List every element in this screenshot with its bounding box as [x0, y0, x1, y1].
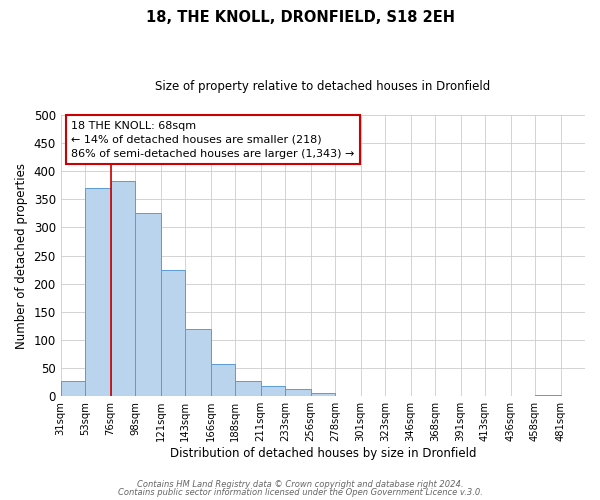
- Bar: [161, 270, 185, 396]
- Y-axis label: Number of detached properties: Number of detached properties: [15, 162, 28, 348]
- Bar: [211, 364, 235, 396]
- Title: Size of property relative to detached houses in Dronfield: Size of property relative to detached ho…: [155, 80, 490, 93]
- Bar: [85, 188, 110, 396]
- Bar: [311, 394, 335, 396]
- Bar: [235, 381, 260, 396]
- Bar: [135, 214, 161, 396]
- Text: 18, THE KNOLL, DRONFIELD, S18 2EH: 18, THE KNOLL, DRONFIELD, S18 2EH: [146, 10, 455, 25]
- X-axis label: Distribution of detached houses by size in Dronfield: Distribution of detached houses by size …: [170, 447, 476, 460]
- Bar: [535, 394, 560, 396]
- Text: 18 THE KNOLL: 68sqm
← 14% of detached houses are smaller (218)
86% of semi-detac: 18 THE KNOLL: 68sqm ← 14% of detached ho…: [71, 120, 355, 158]
- Bar: [110, 181, 135, 396]
- Text: Contains HM Land Registry data © Crown copyright and database right 2024.: Contains HM Land Registry data © Crown c…: [137, 480, 463, 489]
- Text: Contains public sector information licensed under the Open Government Licence v.: Contains public sector information licen…: [118, 488, 482, 497]
- Bar: [61, 381, 85, 396]
- Bar: [285, 389, 311, 396]
- Bar: [185, 328, 211, 396]
- Bar: [260, 386, 285, 396]
